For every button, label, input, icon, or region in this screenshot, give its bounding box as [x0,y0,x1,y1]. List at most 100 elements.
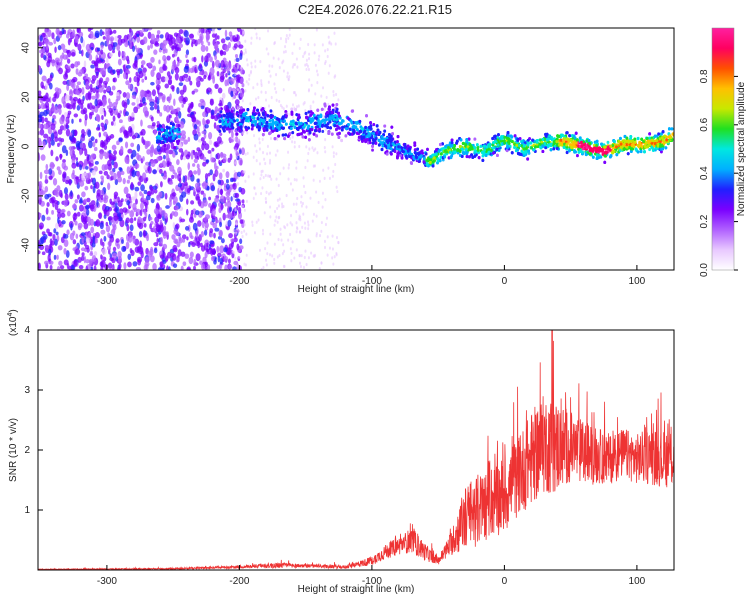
heatmap-cell [228,264,233,270]
heatmap-cell [195,77,200,82]
heatmap-cell [259,177,262,181]
heatmap-cell [125,241,130,250]
heatmap-cell [315,214,318,218]
heatmap-cell [230,240,234,248]
heatmap-cell [144,76,148,81]
heatmap-cell [235,155,238,159]
heatmap-cell [159,168,163,174]
heatmap-cell [128,35,133,44]
heatmap-cell [167,33,173,42]
heatmap-cell [225,196,230,201]
heatmap-cell [38,103,41,109]
heatmap-cell [49,260,54,265]
heatmap-cell [101,125,106,132]
heatmap-cell [123,72,127,80]
heatmap-cell [244,152,247,156]
heatmap-cell [48,168,53,175]
heatmap-cell [158,213,162,220]
heatmap-cell [310,251,313,255]
heatmap-cell [178,147,184,153]
heatmap-cell [176,107,181,112]
heatmap-cell [85,244,90,250]
heatmap-cell [105,77,110,83]
heatmap-cell [331,234,334,238]
heatmap-cell [140,202,144,211]
heatmap-cell [228,137,232,144]
heatmap-cell [194,210,200,216]
heatmap-cell [112,102,118,110]
heatmap-cell [219,195,225,203]
heatmap-cell [120,198,124,203]
heatmap-cell [204,123,209,129]
heatmap-cell [136,152,140,161]
heatmap-cell [308,88,311,92]
heatmap-cell [97,84,103,89]
heatmap-cell [77,72,83,77]
heatmap-cell [315,190,318,194]
heatmap-cell [260,90,263,94]
heatmap-cell [164,255,169,262]
heatmap-cell [285,104,288,108]
heatmap-cell [130,153,134,160]
heatmap-cell [103,110,107,117]
heatmap-cell [371,148,374,152]
heatmap-cell [241,204,244,209]
heatmap-cell [260,267,263,270]
heatmap-cell [88,28,94,31]
heatmap-cell [293,145,296,149]
heatmap-cell [155,222,160,228]
heatmap-cell [127,253,132,260]
heatmap-cell [112,246,117,252]
heatmap-cell [260,191,263,196]
heatmap-cell [72,29,76,37]
heatmap-cell [239,77,244,84]
heatmap-cell [80,109,86,115]
heatmap-cell [119,219,125,228]
heatmap-cell [251,223,254,227]
heatmap-cell [219,230,223,237]
heatmap-cell [185,54,188,59]
heatmap-cell [281,205,284,209]
heatmap-cell [295,57,298,61]
heatmap-cell [244,48,247,52]
heatmap-cell [301,201,304,206]
heatmap-cell [136,256,143,263]
heatmap-cell [196,196,200,201]
heatmap-cell [103,89,107,94]
heatmap-cell [184,253,190,259]
heatmap-cell [85,81,90,89]
heatmap-cell [216,70,220,77]
heatmap-cell [44,117,48,122]
heatmap-cell [122,177,126,185]
heatmap-cell [234,90,237,94]
heatmap-cell [94,62,99,71]
heatmap-cell [159,112,163,117]
heatmap-cell [109,201,115,206]
heatmap-cell [111,144,117,151]
heatmap-cell [134,163,140,169]
heatmap-cell [169,164,175,172]
heatmap-cell [57,245,63,251]
heatmap-cell [63,259,69,266]
heatmap-cell [299,218,302,222]
heatmap-cell [112,69,116,75]
heatmap-cell [83,60,87,68]
heatmap-cell [61,220,66,225]
heatmap-cell [234,149,237,153]
heatmap-cell [176,159,180,166]
heatmap-cell [38,195,42,200]
heatmap-cell [239,89,242,94]
heatmap-cell [263,211,266,215]
heatmap-cell [93,146,98,152]
heatmap-cell [291,140,294,144]
heatmap-cell [71,78,76,83]
heatmap-cell [318,179,321,183]
heatmap-cell [42,233,48,240]
heatmap-cell [142,155,145,162]
heatmap-cell [302,176,305,180]
heatmap-cell [127,235,133,243]
heatmap-cell [94,232,100,239]
heatmap-cell [298,144,301,149]
heatmap-cell [38,90,42,96]
heatmap-cell [328,40,331,44]
